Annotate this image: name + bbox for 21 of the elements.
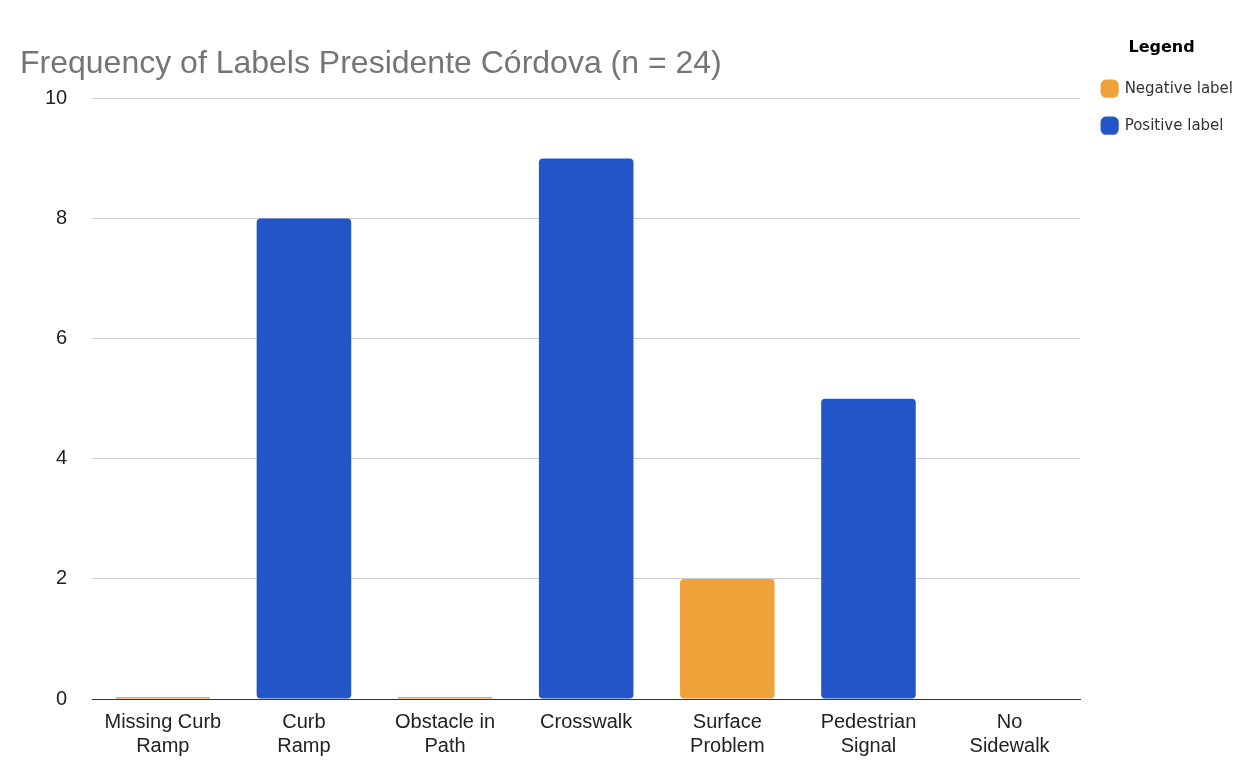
y-tick-label: 8: [56, 206, 68, 229]
chart-title: Frequency of Labels Presidente Córdova (n = 24): [20, 44, 722, 81]
x-tick-label: No Sidewalk: [969, 709, 1051, 756]
legend-title: Legend: [1128, 37, 1195, 57]
y-tick-label: 2: [56, 566, 68, 589]
y-tick-label: 0: [56, 686, 68, 709]
y-tick-label: 10: [45, 85, 68, 108]
legend-label: Negative label: [1124, 78, 1234, 97]
x-tick-label: Surface Problem: [690, 709, 765, 756]
x-tick-label: Obstacle in Path: [395, 709, 496, 756]
x-tick-label: Curb Ramp: [277, 709, 331, 756]
bar: [256, 218, 352, 699]
y-tick-label: 4: [56, 446, 68, 469]
x-tick-label: Pedestrian Signal: [820, 709, 917, 756]
bar: [821, 398, 916, 699]
bar: [538, 158, 634, 699]
bar: [680, 578, 775, 699]
x-tick-label: Missing Curb Ramp: [104, 709, 222, 756]
legend-label: Positive label: [1124, 115, 1224, 134]
y-tick-label: 6: [56, 326, 68, 349]
x-tick-label: Crosswalk: [540, 709, 634, 732]
